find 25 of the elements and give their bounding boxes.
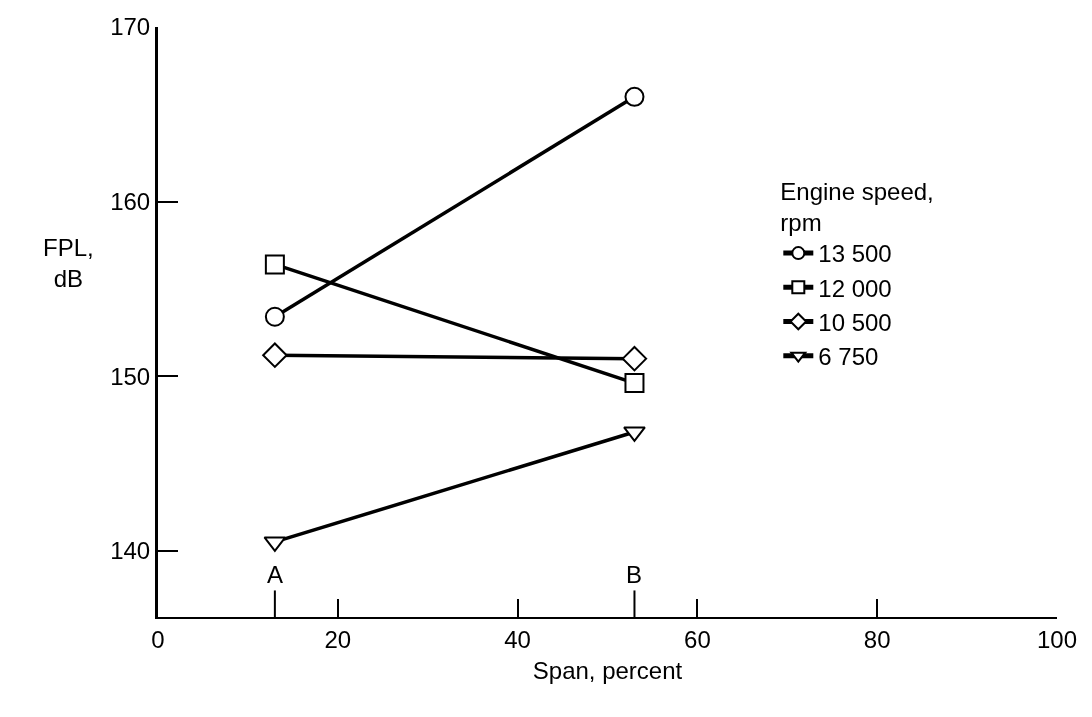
ref-line-label: A: [267, 561, 284, 588]
legend-label: 10 500: [818, 308, 892, 336]
legend-label: 12 000: [818, 274, 892, 302]
x-axis-title: Span, percent: [532, 656, 683, 684]
x-tick-label: 20: [324, 625, 352, 653]
point: [264, 254, 285, 275]
y-tick-label: 170: [110, 13, 151, 41]
legend-title: Engine speed, rpm: [780, 177, 934, 236]
point: [262, 342, 288, 368]
x-tick-label: 100: [1036, 625, 1078, 653]
y-axis-title: FPL, dB: [43, 234, 94, 293]
y-tick-label: 140: [110, 537, 151, 565]
ref-line-label: B: [626, 561, 643, 588]
point: [621, 345, 648, 372]
point: [264, 306, 285, 327]
x-tick-label: 80: [863, 625, 891, 653]
x-tick-label: 40: [504, 625, 531, 653]
legend-label: 13 500: [818, 240, 892, 268]
point: [624, 86, 645, 107]
legend-label: 6 750: [818, 343, 879, 371]
x-tick-label: 0: [151, 625, 165, 653]
point: [624, 373, 645, 394]
y-tick-label: 150: [110, 362, 151, 390]
y-tick-label: 160: [110, 187, 151, 215]
x-tick-label: 60: [684, 625, 711, 653]
